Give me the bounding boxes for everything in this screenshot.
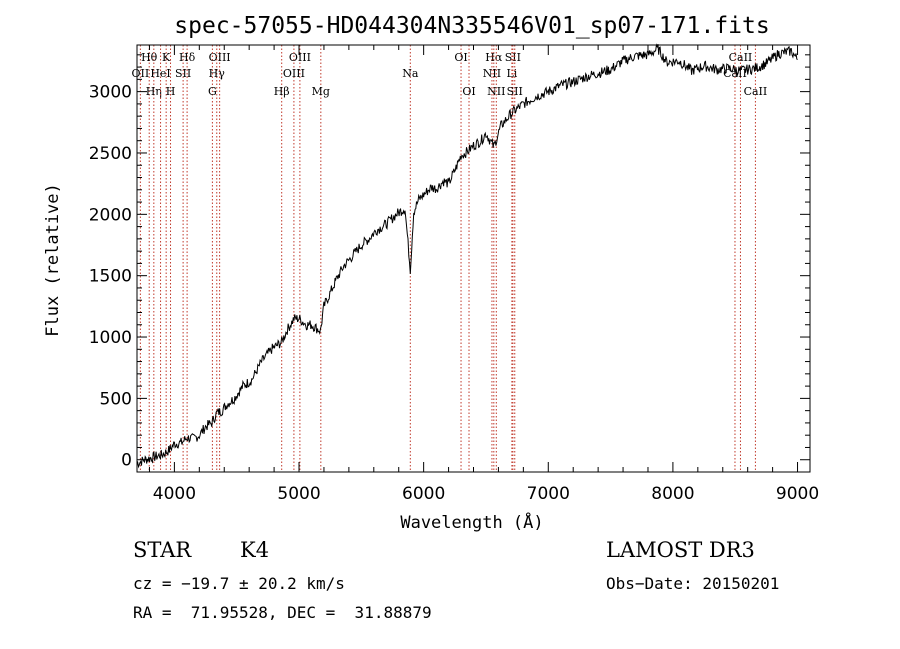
line-label: OIII xyxy=(289,51,311,64)
y-tick-label: 2500 xyxy=(89,144,132,164)
line-label: Hγ xyxy=(209,67,226,80)
line-label: Hδ xyxy=(179,51,196,64)
x-tick-label: 7000 xyxy=(527,484,570,504)
plot-frame xyxy=(136,44,811,473)
object-class: STAR xyxy=(133,538,192,562)
line-label: OIII xyxy=(209,51,231,64)
x-axis-label: Wavelength (Å) xyxy=(400,511,543,533)
line-label: OI xyxy=(454,51,467,64)
line-label: K xyxy=(162,51,171,64)
line-label: SII xyxy=(175,67,191,80)
line-label: SII xyxy=(507,85,523,98)
line-label: NII xyxy=(483,67,501,80)
obs-date: Obs−Date: 20150201 xyxy=(606,574,780,593)
y-tick-label: 1000 xyxy=(89,328,132,348)
line-label: OII xyxy=(132,67,150,80)
y-tick-label: 500 xyxy=(100,389,132,409)
y-tick-label: 3000 xyxy=(89,83,132,103)
line-label: Hβ xyxy=(274,85,290,98)
redshift-readout: cz = −19.7 ± 20.2 km/s xyxy=(133,574,345,593)
spectrum-line xyxy=(136,43,798,469)
x-tick-label: 6000 xyxy=(402,484,445,504)
chart-title: spec-57055-HD044304N335546V01_sp07-171.f… xyxy=(174,13,769,39)
coordinates: RA = 71.95528, DEC = 31.88879 xyxy=(133,603,432,622)
x-tick-label: 9000 xyxy=(776,484,819,504)
line-label: CaII xyxy=(723,67,747,80)
x-tick-label: 8000 xyxy=(651,484,694,504)
x-tick-label: 5000 xyxy=(277,484,320,504)
line-label: CaII xyxy=(744,85,768,98)
y-tick-label: 2000 xyxy=(89,205,132,225)
line-label: Mg xyxy=(312,85,330,98)
y-tick-label: 1500 xyxy=(89,267,132,287)
line-label: SII xyxy=(505,51,521,64)
survey-label: LAMOST DR3 xyxy=(606,538,755,562)
line-label: Hθ xyxy=(141,51,158,64)
line-label: OI xyxy=(462,85,475,98)
plot-area: Hθ OII Hη HeI K H SII Hδ OIII Hγ G Hβ OIII OIII Mg Na OI… xyxy=(89,43,819,504)
line-label: HeI xyxy=(150,67,170,80)
line-label: Hη xyxy=(146,85,162,98)
y-tick-label: 0 xyxy=(121,451,132,471)
x-tick-label: 4000 xyxy=(153,484,196,504)
line-label: Hα xyxy=(485,51,503,64)
spectrum-chart: Hθ OII Hη HeI K H SII Hδ OIII Hγ G Hβ OIII OIII Mg Na OI… xyxy=(43,13,819,533)
line-label: H xyxy=(166,85,176,98)
line-label: CaII xyxy=(729,51,753,64)
y-axis-label: Flux (relative) xyxy=(43,183,63,337)
line-label: NII xyxy=(487,85,505,98)
line-label: Na xyxy=(402,67,419,80)
line-label: Li xyxy=(506,67,517,80)
line-label: G xyxy=(208,85,217,98)
object-subclass: K4 xyxy=(240,538,270,562)
line-label: OIII xyxy=(283,67,305,80)
